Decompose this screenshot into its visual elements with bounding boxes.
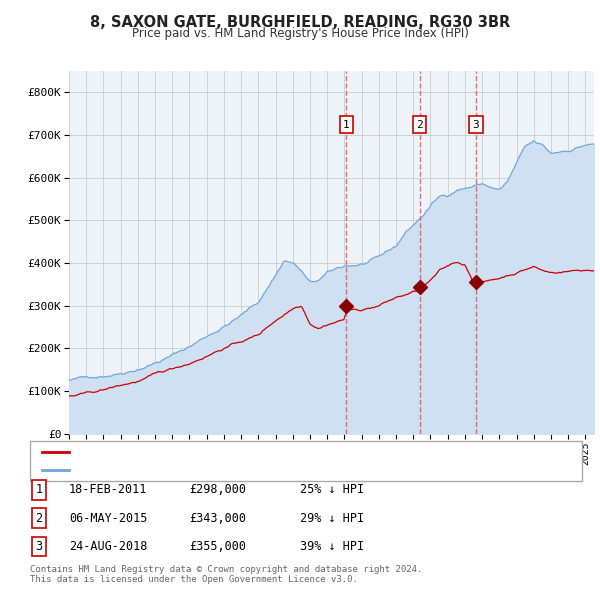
Text: 8, SAXON GATE, BURGHFIELD, READING, RG30 3BR (detached house): 8, SAXON GATE, BURGHFIELD, READING, RG30… [75,447,456,457]
Text: 24-AUG-2018: 24-AUG-2018 [69,540,148,553]
Text: 18-FEB-2011: 18-FEB-2011 [69,483,148,496]
Text: 8, SAXON GATE, BURGHFIELD, READING, RG30 3BR: 8, SAXON GATE, BURGHFIELD, READING, RG30… [90,15,510,30]
Text: 3: 3 [473,120,479,130]
Text: 25% ↓ HPI: 25% ↓ HPI [300,483,364,496]
Text: Contains HM Land Registry data © Crown copyright and database right 2024.
This d: Contains HM Land Registry data © Crown c… [30,565,422,584]
Text: £343,000: £343,000 [189,512,246,525]
Text: 29% ↓ HPI: 29% ↓ HPI [300,512,364,525]
Text: 3: 3 [35,540,43,553]
Text: 39% ↓ HPI: 39% ↓ HPI [300,540,364,553]
Text: 1: 1 [35,483,43,496]
Text: £298,000: £298,000 [189,483,246,496]
Text: 2: 2 [416,120,423,130]
Text: 2: 2 [35,512,43,525]
Text: 06-MAY-2015: 06-MAY-2015 [69,512,148,525]
Text: Price paid vs. HM Land Registry's House Price Index (HPI): Price paid vs. HM Land Registry's House … [131,27,469,40]
Text: £355,000: £355,000 [189,540,246,553]
Text: HPI: Average price, detached house, West Berkshire: HPI: Average price, detached house, West… [75,465,388,475]
Text: 1: 1 [343,120,350,130]
